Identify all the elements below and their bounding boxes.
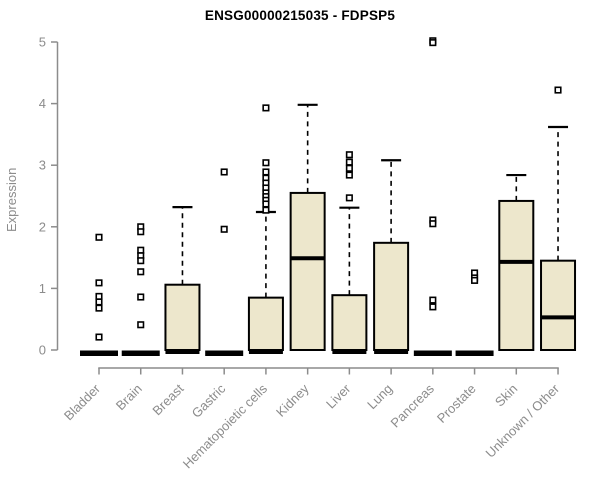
outlier-point xyxy=(554,86,562,94)
outlier-point xyxy=(137,228,145,236)
outlier-point xyxy=(137,246,145,254)
outlier-point xyxy=(471,276,479,284)
outlier-point xyxy=(345,171,353,179)
outlier-point xyxy=(95,304,103,312)
outlier-point xyxy=(262,200,270,208)
box-liver xyxy=(331,151,368,354)
outlier-point xyxy=(262,168,270,176)
outlier-point xyxy=(345,194,353,202)
x-tick-label: Unknown / Other xyxy=(483,381,563,461)
x-tick-label: Gastric xyxy=(189,381,229,421)
y-tick-label: 5 xyxy=(39,35,46,50)
outlier-point xyxy=(429,303,437,311)
box-rect xyxy=(498,199,535,351)
outlier-point xyxy=(345,164,353,172)
box-rect xyxy=(331,294,368,351)
collapsed-box xyxy=(80,350,118,356)
outlier-point xyxy=(137,268,145,276)
x-tick-label: Bladder xyxy=(61,381,104,424)
box-rect xyxy=(289,191,326,351)
y-tick-label: 4 xyxy=(39,96,46,111)
outlier-point xyxy=(137,293,145,301)
collapsed-box xyxy=(455,350,494,356)
outlier-point xyxy=(429,39,437,47)
outlier-point xyxy=(220,168,228,176)
y-tick-label: 3 xyxy=(39,158,46,173)
box-rect xyxy=(373,241,410,351)
x-tick-label: Kidney xyxy=(273,381,312,420)
box-rect xyxy=(540,259,577,351)
outlier-point xyxy=(95,279,103,287)
box-skin xyxy=(498,173,535,351)
outlier-point xyxy=(429,220,437,228)
outlier-point xyxy=(262,104,270,112)
x-tick-label: Prostate xyxy=(434,381,479,426)
box-rect xyxy=(164,283,201,352)
collapsed-box xyxy=(121,350,160,356)
outlier-point xyxy=(95,233,103,241)
chart-title: ENSG00000215035 - FDPSP5 xyxy=(204,8,396,23)
collapsed-box xyxy=(205,350,244,356)
y-tick-label: 0 xyxy=(39,343,46,358)
outlier-point xyxy=(137,321,145,329)
x-tick-label: Breast xyxy=(149,381,186,418)
box-gastric xyxy=(205,168,244,356)
box-kidney xyxy=(289,103,326,351)
box-prostate xyxy=(455,269,494,356)
box-bladder xyxy=(80,233,118,356)
outlier-point xyxy=(95,333,103,341)
y-tick-label: 1 xyxy=(39,281,46,296)
y-axis: 0 1 2 3 4 5 xyxy=(39,35,59,358)
outlier-point xyxy=(220,225,228,233)
box-hematopoietic-cells xyxy=(247,104,284,354)
x-tick-label: Liver xyxy=(323,381,354,412)
box-breast xyxy=(164,205,201,354)
outlier-point xyxy=(95,298,103,306)
collapsed-box xyxy=(413,350,452,356)
box-pancreas xyxy=(413,37,452,356)
outlier-point xyxy=(345,151,353,159)
x-tick-label: Lung xyxy=(364,381,395,412)
outlier-point xyxy=(95,292,103,300)
x-tick-label: Skin xyxy=(492,381,520,409)
x-tick-label: Pancreas xyxy=(388,381,438,431)
y-tick-label: 2 xyxy=(39,219,46,234)
outlier-point xyxy=(137,257,145,265)
box-unknown-other xyxy=(540,86,577,351)
outlier-point xyxy=(345,158,353,166)
box-brain xyxy=(121,223,160,356)
outlier-point xyxy=(262,206,270,214)
box-rect xyxy=(247,296,284,352)
box-lung xyxy=(373,159,410,354)
x-tick-label: Brain xyxy=(113,381,145,413)
outlier-point xyxy=(429,296,437,304)
outlier-point xyxy=(262,159,270,167)
